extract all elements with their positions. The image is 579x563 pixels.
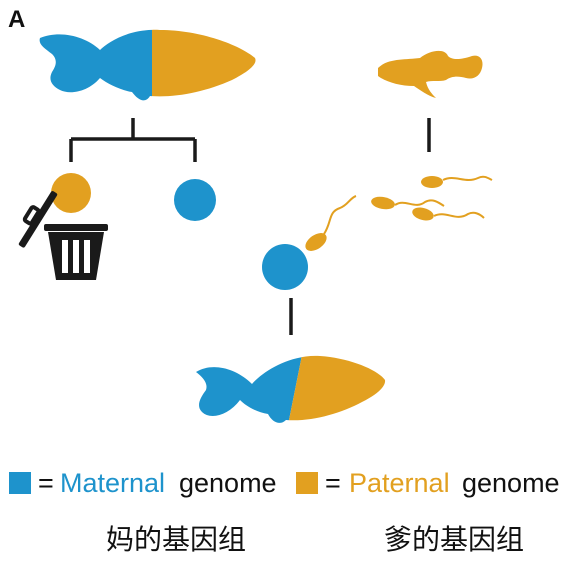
male-fish-icon (378, 50, 483, 98)
female-fish-icon (39, 29, 256, 101)
maternal-equals: = (38, 468, 54, 498)
paternal-equals: = (325, 468, 341, 498)
sperm-icon (305, 175, 493, 251)
mother-genome-caption: 妈的基因组 (106, 523, 247, 556)
maternal-label: Maternal (60, 468, 166, 498)
maternal-egg (174, 179, 216, 221)
maternal-genome-text: genome (179, 468, 277, 498)
paternal-label: Paternal (349, 468, 450, 498)
diagram-graphic (18, 29, 493, 423)
legend: = Maternal genome = Paternal genome (0, 463, 579, 503)
inheritance-bracket (69, 118, 197, 162)
paternal-genome-text: genome (462, 468, 560, 498)
panel-label: A (8, 6, 26, 33)
maternal-swatch (9, 472, 31, 494)
father-genome-caption: 爹的基因组 (384, 523, 525, 556)
egg-cell-icon (262, 244, 308, 290)
offspring-fish-icon (196, 355, 386, 423)
paternal-swatch (296, 472, 318, 494)
trash-can-icon (18, 191, 108, 280)
discarded-egg (51, 173, 91, 213)
